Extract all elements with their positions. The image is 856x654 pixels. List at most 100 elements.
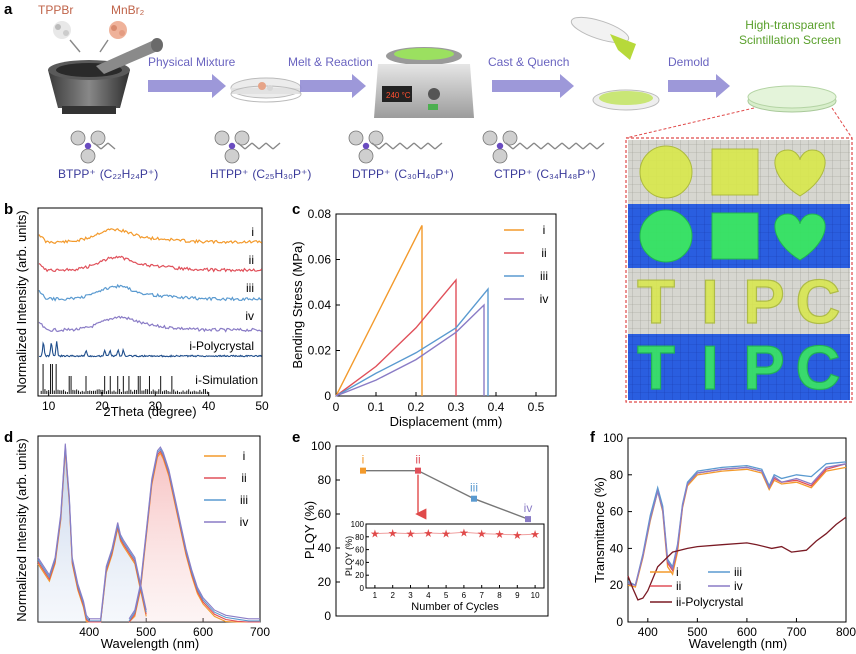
tick-label-f-y: 40 [610,541,624,555]
chain-bond [526,142,535,150]
photo-frame [625,137,853,403]
letter-sample-T: T [637,334,675,403]
tick-label-e-y: 40 [318,541,332,555]
chain-bond [406,142,415,150]
letter-sample-C: C [796,268,841,337]
tick-label-inset-x: 5 [444,591,449,600]
tick-label-f-y: 20 [610,578,624,592]
tick-label-c-x: 0.3 [448,400,465,414]
xrd-label-iv: iv [245,309,254,323]
tick-label-f-y: 80 [610,468,624,482]
letter-sample-P: P [743,334,784,403]
tick-label-c-x: 0.4 [488,400,505,414]
legend-d-label-iv: iv [240,515,249,529]
axis-label-f-y: Transmittance (%) [592,477,607,583]
tick-label-b-x: 10 [42,399,56,413]
phosphorus-atom [496,142,504,150]
plqy-point-ii [415,467,421,474]
square-sample-icon [711,148,759,196]
photo-panel: T I P C T I P C [628,140,850,404]
molecule-row: BTPP⁺ (C₂₂H₂₄P⁺) HTPP⁺ (C₂₅H₃₀P⁺) DTPP⁺ (C₃₀H… [58,130,605,181]
inset-point-star: ★ [406,529,416,541]
tick-label-c-y: 0.06 [308,253,332,267]
xrd-label-ii: ii [249,253,254,267]
chain-bond [596,142,605,150]
tick-label-inset-x: 1 [373,591,378,600]
circle-sample-icon [639,145,693,199]
xrd-label-iii: iii [246,281,254,295]
xrd-line-iv [38,315,262,333]
chain-bond [392,142,401,150]
stress-line-ii [335,278,457,397]
axis-label-b-y: Normalized Intensity (arb. units) [14,210,29,394]
plqy-label-ii: ii [415,453,420,467]
inset-label-x: Number of Cycles [411,601,499,613]
phenyl-ring-1 [502,130,518,146]
molecule-label-2: DTPP⁺ (C₃₀H₄₀P⁺) [352,167,454,181]
legend-c-label-iv: iv [540,292,549,306]
molecule-formula: (C₃₄H₄₈P⁺) [536,167,595,181]
chain-bond [107,142,116,150]
hotplate-display: 240 °C [386,91,411,100]
tick-label-inset-y: 80 [355,533,364,542]
xrd-label-polycrystal: i-Polycrystal [189,339,254,353]
stress-line-iii [335,287,489,397]
phenyl-ring-1 [368,130,384,146]
phenyl-ring-0 [70,130,86,146]
trans-line-iv [627,463,847,586]
chain-bond [237,142,246,150]
tick-label-f-x: 800 [836,625,856,639]
axis-label-d-y: Normalized Intensity (arb. units) [14,438,29,622]
mortar-pestle-icon [48,38,163,114]
photo-row-2 [628,268,850,334]
letter-sample-I: I [701,268,718,337]
legend-d-label-i: i [243,449,246,463]
tick-label-inset-y: 100 [351,520,365,529]
tppbr-powder-icon [53,21,71,39]
inset-point-star: ★ [441,529,451,541]
panel-f: f 400 500 600 700 800020406080100iiiiiiivii-… [590,429,856,651]
chain-bond [575,142,584,150]
molecule-1-icon [214,130,281,164]
inset-point-star: ★ [495,529,505,541]
tick-label-inset-x: 8 [497,591,502,600]
chain-bond [554,142,563,150]
chain-bond [568,142,577,150]
legend-c-label-ii: ii [541,246,546,260]
tick-label-inset-x: 3 [408,591,413,600]
inset-line [374,531,536,536]
product-title-line2: Scintillation Screen [739,33,841,47]
legend-f-label-iii: iii [734,565,742,579]
phosphorus-atom [362,142,370,150]
chain-bond [93,142,102,150]
letter-sample-P: P [743,268,784,337]
chain-bond [265,142,274,150]
molecule-name: DTPP⁺ [352,167,390,181]
stress-line-iv [335,303,485,397]
chain-bond [244,142,253,150]
reactant-tppbr-label: TPPBr [38,3,73,17]
chain-bond [100,142,109,150]
molecule-name: CTPP⁺ [494,167,532,181]
panel-label-a: a [4,1,13,18]
panel-a: a TPPBr MnBr₂ Physical Mixture [4,1,853,404]
axis-label-c-y: Bending Stress (MPa) [290,241,305,368]
tick-label-e-y: 20 [318,575,332,589]
chain-bond [258,142,267,150]
tick-label-inset-x: 7 [479,591,484,600]
molecule-0-icon [70,130,116,164]
chain-bond [371,142,380,150]
chain-bond [420,142,429,150]
axis-label-b-x: 2Theta (degree) [103,404,196,419]
tick-label-inset-x: 4 [426,591,431,600]
product-title-line1: High-transparent [745,18,835,32]
axis-label-d-x: Wavelength (nm) [101,636,200,651]
plot-f: 400 500 600 700 800020406080100iiiiiiivii-Po… [603,431,856,639]
phenyl-ring-1 [234,130,250,146]
xrd-line-i [38,228,262,245]
tick-label-f-x: 600 [737,625,757,639]
panel-label-f: f [590,429,596,446]
chain-bond [434,142,443,150]
arrow-powder-1 [69,39,81,53]
